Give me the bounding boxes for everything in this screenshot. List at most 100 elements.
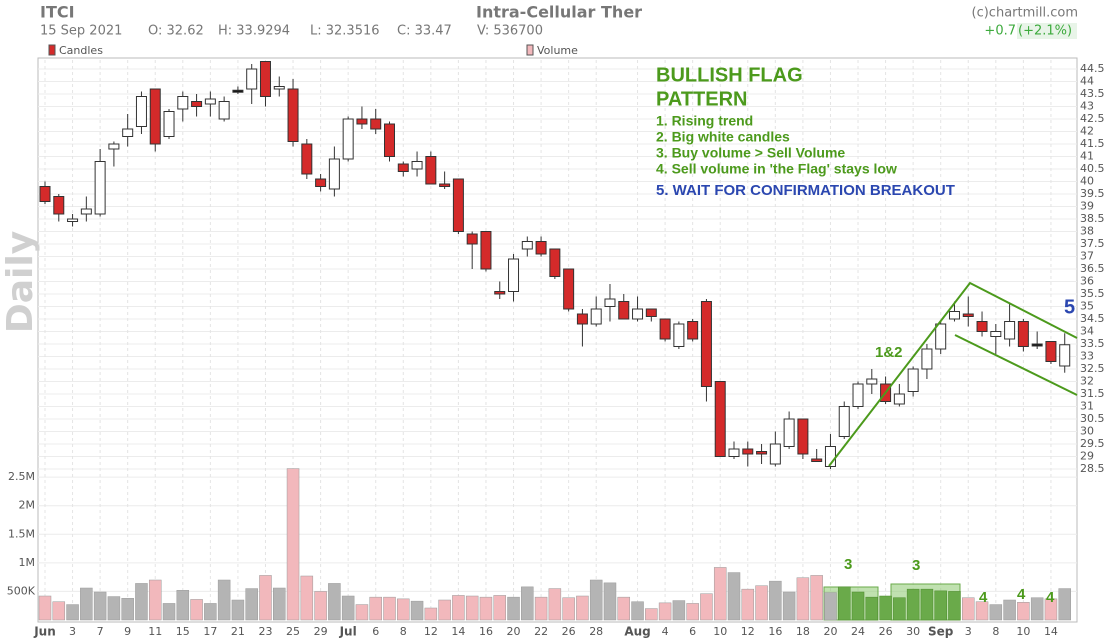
candle-body [756, 451, 768, 455]
candle-body [590, 308, 602, 325]
grid [38, 60, 1077, 620]
candle-body [452, 178, 464, 232]
y-tick-label: 38.5 [1080, 212, 1105, 225]
legend-swatch [526, 44, 534, 56]
x-tick-label: Aug [624, 625, 650, 639]
volume-bar [424, 607, 438, 621]
y-tick-label: 44 [1080, 75, 1094, 88]
candle-body [549, 248, 561, 277]
candle-body [67, 218, 79, 222]
volume-bar [507, 596, 520, 621]
candle-body [742, 448, 754, 455]
y-tick-label: 28.5 [1080, 462, 1105, 475]
x-tick-label: 8 [992, 625, 999, 638]
candle-body [948, 311, 960, 320]
volume-bar [273, 587, 286, 621]
annotation: 2. Big white candles [656, 129, 790, 145]
x-tick-label: 24 [851, 625, 865, 638]
y-tick-label: 36.5 [1080, 262, 1105, 275]
candle-body [783, 418, 795, 447]
y-tick-label: 36 [1080, 275, 1094, 288]
y-tick-label: 40.5 [1080, 162, 1105, 175]
candle-body [370, 118, 382, 130]
candle-body [1059, 344, 1071, 367]
marks [38, 61, 1071, 621]
volume-bar [135, 583, 148, 621]
change-pct: (+2.1%) [1018, 24, 1072, 39]
x-tick-label: Jun [33, 625, 56, 639]
volume-bar [107, 596, 121, 621]
x-tick-label: 21 [231, 625, 245, 638]
volume-bar [879, 595, 892, 621]
volume-bar [121, 598, 134, 621]
candle-body [39, 186, 51, 202]
x-tick-label: 28 [589, 625, 603, 638]
x-tick-label: 17 [203, 625, 217, 638]
candle-body [687, 321, 699, 340]
annotation: 3 [844, 556, 852, 573]
candle-body [714, 381, 726, 457]
volume-bar [700, 593, 713, 621]
volume-bar [245, 588, 258, 621]
volume-bar [589, 579, 603, 621]
candle-body [632, 308, 644, 320]
annotation: PATTERN [656, 88, 747, 110]
x-tick-label: 3 [965, 625, 972, 638]
volume-bar [631, 601, 644, 621]
change-box [1017, 23, 1077, 39]
y-tick-label: 500K [7, 584, 36, 597]
candle-body [163, 111, 175, 137]
y-tick-label: 34 [1080, 325, 1094, 338]
candle-body [673, 323, 685, 347]
volume-bar [865, 596, 879, 621]
y-tick-label: 1M [19, 556, 36, 569]
x-tick-label: 26 [879, 625, 893, 638]
candle-body [191, 101, 203, 107]
volume-bar [824, 592, 837, 621]
legend-label: Volume [537, 44, 578, 57]
volume-bar [837, 586, 851, 621]
volume-bar [369, 596, 382, 621]
candle-body [80, 208, 92, 215]
volume-bar [713, 567, 727, 621]
volume-bar [672, 600, 686, 621]
x-tick-label: Sep [928, 625, 954, 639]
candle-body [852, 383, 864, 407]
candle-body [1045, 341, 1057, 362]
volume-bar [479, 596, 493, 621]
date: 15 Sep 2021 [40, 24, 122, 39]
high: H: 33.9294 [218, 24, 290, 39]
y-tick-label: 38 [1080, 225, 1094, 238]
candle-body [1031, 343, 1043, 347]
candle-body [425, 156, 437, 185]
y-tick-label: 33 [1080, 350, 1094, 363]
candle-body [273, 86, 285, 90]
volume-bar [383, 596, 396, 621]
volume-bar [576, 595, 589, 621]
change: +0.7 [984, 24, 1016, 39]
volume-bar [341, 595, 355, 621]
volume-bar [148, 579, 162, 621]
candle-body [397, 163, 409, 172]
candle-body [1017, 321, 1029, 347]
volume-bar [934, 590, 947, 621]
y-tick-label: 43 [1080, 100, 1094, 113]
volume-bar [906, 588, 920, 621]
y-tick-label: 43.5 [1080, 87, 1105, 100]
candle-body [315, 178, 327, 187]
x-tick-label: 15 [176, 625, 190, 638]
volume-bar [314, 591, 327, 621]
candle-body [659, 318, 671, 340]
annotation: BULLISH FLAG [656, 64, 803, 86]
y-tick-label: 29.5 [1080, 437, 1105, 450]
volume-bar [1044, 598, 1058, 621]
candle-body [508, 258, 520, 292]
volume-bar [93, 591, 107, 621]
volume-bar [769, 580, 782, 621]
x-tick-label: 11 [148, 625, 162, 638]
volume-bar [851, 591, 865, 621]
candle-body [122, 128, 134, 137]
y-tick-label: 2M [19, 499, 36, 512]
volume-bar [617, 596, 631, 621]
